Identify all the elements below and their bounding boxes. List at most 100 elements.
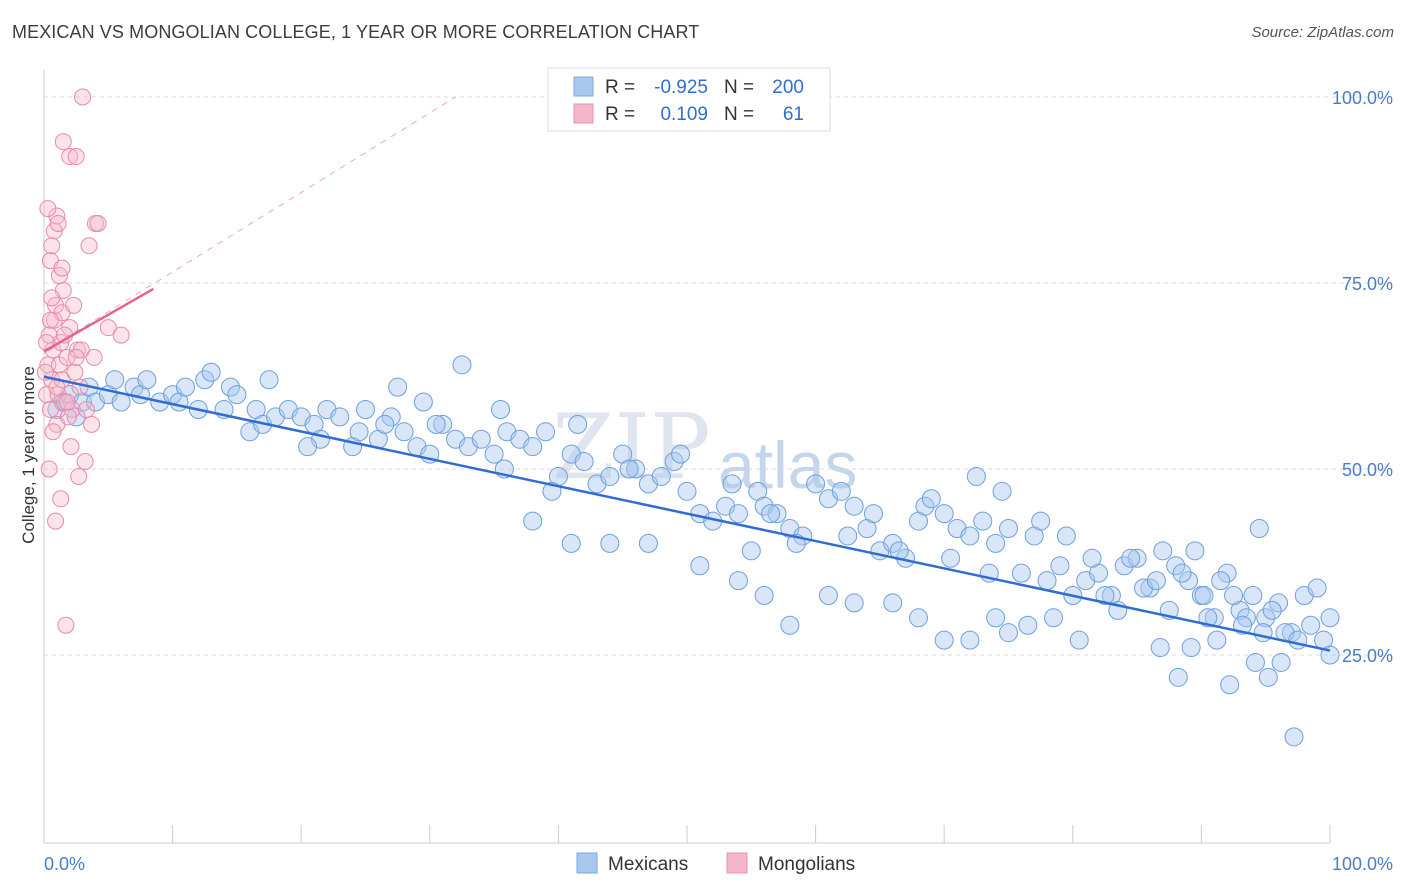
mongolians-point xyxy=(99,319,117,337)
mexicans-point xyxy=(831,481,851,501)
mexicans-point xyxy=(1172,563,1192,583)
mexicans-point xyxy=(1044,608,1064,628)
mongolians-point xyxy=(83,415,101,433)
mongolians-point xyxy=(71,378,89,396)
legend-n-label-1: N = xyxy=(724,77,754,98)
mexicans-point xyxy=(137,370,157,390)
mexicans-point xyxy=(960,526,980,546)
bottom-legend-mongolians: Mongolians xyxy=(758,854,855,875)
mexicans-point xyxy=(1301,615,1321,635)
mexicans-point xyxy=(1262,600,1282,620)
mongolians-point xyxy=(58,393,76,411)
mexicans-point xyxy=(1050,556,1070,576)
mexicans-point xyxy=(664,452,684,472)
mexicans-point xyxy=(1056,526,1076,546)
mongolians-point xyxy=(59,408,77,426)
mongolians-point xyxy=(77,400,95,418)
mexicans-point xyxy=(690,556,710,576)
watermark-atlas: atlas xyxy=(718,428,857,502)
mexicans-point xyxy=(844,593,864,613)
mongolians-point xyxy=(41,400,59,418)
mexicans-point xyxy=(471,429,491,449)
mongolians-point xyxy=(39,200,57,218)
legend-n-label-2: N = xyxy=(724,104,754,125)
mexicans-point xyxy=(600,466,620,486)
x-tick-label-1: 100.0% xyxy=(1332,854,1393,874)
mexicans-point xyxy=(1220,675,1240,695)
mongolians-point xyxy=(44,423,62,441)
mexicans-point xyxy=(600,533,620,553)
mexicans-point xyxy=(844,496,864,516)
mexicans-point xyxy=(1211,571,1231,591)
mongolians-point xyxy=(52,490,70,508)
mexicans-point xyxy=(1307,578,1327,598)
mexicans-point xyxy=(966,466,986,486)
mexicans-point xyxy=(388,377,408,397)
mongolians-point xyxy=(62,438,80,456)
mongolians-trend-dashed xyxy=(43,96,456,352)
mexicans-point xyxy=(1069,630,1089,650)
mexicans-point xyxy=(806,474,826,494)
mexicans-points xyxy=(47,355,1340,747)
mexicans-point xyxy=(1095,585,1115,605)
y-tick-label-0: 25.0% xyxy=(1342,646,1393,666)
mongolians-point xyxy=(47,512,65,530)
mongolians-point xyxy=(66,363,84,381)
mongolians-point xyxy=(65,296,83,314)
mexicans-point xyxy=(1127,548,1147,568)
trend-lines xyxy=(43,287,1331,652)
source-label: Source: ZipAtlas.com xyxy=(1251,24,1394,41)
mexicans-point xyxy=(220,377,240,397)
mexicans-point xyxy=(838,526,858,546)
mongolians-point xyxy=(76,453,94,471)
legend-r-label-2: R = xyxy=(605,104,635,125)
mexicans-point xyxy=(883,593,903,613)
y-axis-label: College, 1 year or more xyxy=(19,366,38,544)
mexicans-point xyxy=(259,370,279,390)
mexicans-point xyxy=(960,630,980,650)
mexicans-point xyxy=(201,362,221,382)
bottom-legend-mexicans: Mexicans xyxy=(608,854,688,875)
y-tick-label-1: 50.0% xyxy=(1342,460,1393,480)
mexicans-point xyxy=(915,496,935,516)
bottom-legend-swatch-mexicans xyxy=(576,852,598,874)
chart-title: MEXICAN VS MONGOLIAN COLLEGE, 1 YEAR OR … xyxy=(12,22,700,42)
mongolians-point xyxy=(85,348,103,366)
mexicans-point xyxy=(754,585,774,605)
mongolians-points xyxy=(36,88,130,634)
mexicans-point xyxy=(381,407,401,427)
legend: R = -0.925 N = 200 R = 0.109 N = 61 xyxy=(547,67,831,132)
mexicans-point xyxy=(992,481,1012,501)
grid-lines xyxy=(44,96,1394,656)
mongolians-point xyxy=(43,289,61,307)
mexicans-point xyxy=(1185,541,1205,561)
mexicans-point xyxy=(298,437,318,457)
mongolians-point xyxy=(57,616,75,634)
mexicans-point xyxy=(195,370,215,390)
mexicans-point xyxy=(638,533,658,553)
mexicans-point xyxy=(175,377,195,397)
mexicans-point xyxy=(484,444,504,464)
legend-n-value-2: 61 xyxy=(783,104,804,125)
bottom-legend-swatch-mongolians xyxy=(726,852,748,874)
mexicans-point xyxy=(619,459,639,479)
mexicans-point xyxy=(761,504,781,524)
mexicans-point xyxy=(1140,578,1160,598)
mexicans-point xyxy=(1207,630,1227,650)
mexicans-point xyxy=(1320,608,1340,628)
mexicans-point xyxy=(986,533,1006,553)
mexicans-point xyxy=(908,608,928,628)
mexicans-point xyxy=(934,630,954,650)
mexicans-point xyxy=(574,452,594,472)
mexicans-point xyxy=(523,437,543,457)
legend-r-value-2: 0.109 xyxy=(660,104,708,125)
mexicans-point xyxy=(1181,638,1201,658)
mexicans-point xyxy=(452,355,472,375)
mexicans-point xyxy=(941,548,961,568)
mexicans-point xyxy=(986,608,1006,628)
mexicans-point xyxy=(1224,585,1244,605)
mexicans-point xyxy=(1031,511,1051,531)
mexicans-point xyxy=(1179,571,1199,591)
mongolians-point xyxy=(61,148,79,166)
